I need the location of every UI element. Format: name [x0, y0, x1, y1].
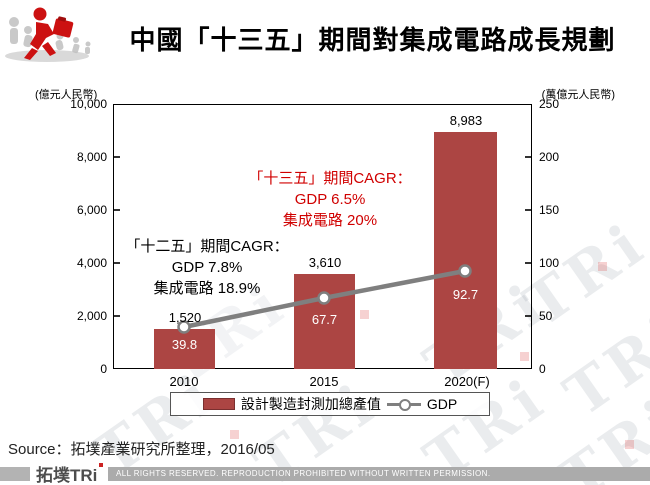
bar-series-swatch — [202, 398, 235, 410]
x-axis-label: 2015 — [309, 374, 339, 389]
annotation-line: GDP 7.8% — [171, 259, 243, 276]
annotation-line: 集成電路 18.9% — [153, 280, 261, 297]
tick-mark — [114, 315, 120, 317]
bar-2020 — [434, 132, 497, 369]
annotation-12th-plan-cagr: 「十二五」期間CAGR： GDP 7.8% 集成電路 18.9% — [112, 236, 302, 299]
chart-title: 中國「十三五」期間對集成電路成長規劃 — [129, 26, 616, 56]
line-series-label: GDP — [426, 396, 458, 412]
left-axis-tick: 2,000 — [76, 309, 107, 323]
tick-mark — [114, 156, 120, 158]
left-axis-tick: 8,000 — [76, 150, 107, 164]
x-axis-label: 2010 — [169, 374, 199, 389]
right-axis-tick: 50 — [539, 309, 553, 323]
logo-red-dot — [99, 463, 103, 467]
tick-mark — [525, 315, 531, 317]
bar-2010 — [154, 329, 215, 369]
right-axis-tick: 150 — [539, 203, 560, 217]
annotation-13th-plan-cagr: 「十三五」期間CAGR： GDP 6.5% 集成電路 20% — [238, 168, 422, 231]
watermark-dot — [520, 352, 529, 361]
watermark-dot — [625, 440, 634, 449]
chart-legend: 設計製造封測加總產值 GDP — [170, 392, 490, 416]
people-briefcase-logo-icon — [5, 7, 91, 62]
right-axis-tick: 200 — [539, 150, 560, 164]
tick-mark — [525, 209, 531, 211]
left-axis-tick: 10,000 — [70, 97, 107, 111]
watermark-dot — [598, 262, 607, 271]
tick-mark — [525, 156, 531, 158]
topology-tri-logo: 拓墣TRi — [36, 466, 98, 485]
annotation-line: 「十三五」期間CAGR： — [248, 170, 412, 187]
footer-gray-block — [0, 467, 30, 481]
left-axis-tick: 0 — [100, 362, 107, 376]
bar-series-label: 設計製造封測加總產值 — [240, 396, 381, 412]
copyright-bar: ALL RIGHTS RESERVED. REPRODUCTION PROHIB… — [108, 467, 650, 481]
tick-mark — [114, 262, 120, 264]
left-axis-unit: (億元人民幣) — [35, 89, 98, 101]
watermark-dot — [230, 430, 239, 439]
left-axis-tick: 4,000 — [76, 256, 107, 270]
tick-mark — [114, 209, 120, 211]
left-axis-tick: 6,000 — [76, 203, 107, 217]
gdp-value-label: 39.8 — [171, 337, 198, 352]
annotation-line: 集成電路 20% — [282, 212, 378, 229]
source-note: Source：拓墣產業研究所整理，2016/05 — [8, 441, 275, 458]
right-axis-tick: 0 — [539, 362, 546, 376]
right-axis-tick: 100 — [539, 256, 560, 270]
tick-mark — [525, 262, 531, 264]
bar-value-label: 1,520 — [168, 310, 202, 325]
x-axis-label: 2020(F) — [444, 374, 490, 389]
annotation-line: GDP 6.5% — [294, 191, 366, 208]
annotation-line: 「十二五」期間CAGR： — [125, 238, 289, 255]
gdp-value-label: 67.7 — [311, 312, 338, 327]
bar-value-label: 8,983 — [449, 113, 483, 128]
right-axis-tick: 250 — [539, 97, 560, 111]
bar-value-label: 3,610 — [308, 255, 342, 270]
right-axis-unit: (萬億元人民幣) — [541, 89, 615, 101]
line-series-icon — [386, 399, 421, 411]
gdp-value-label: 92.7 — [452, 287, 479, 302]
line-marker — [398, 399, 411, 411]
